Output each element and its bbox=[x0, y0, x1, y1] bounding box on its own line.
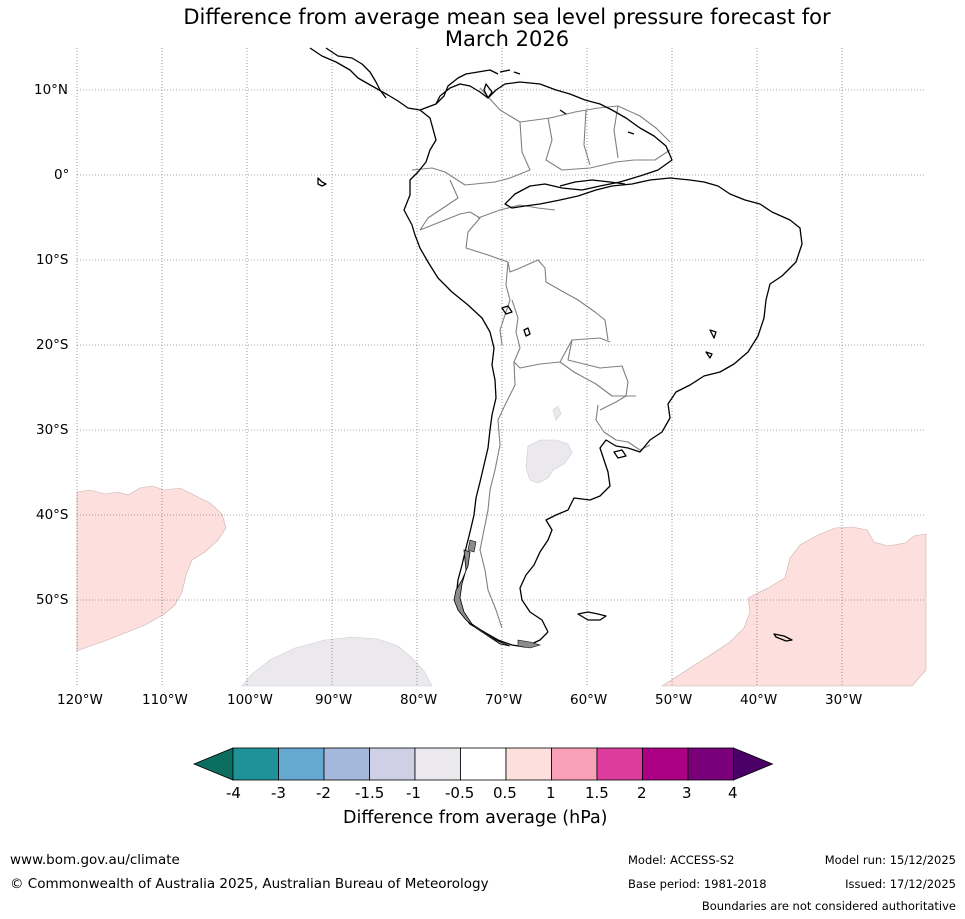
rio-de-la-plata-lagoon bbox=[613, 449, 627, 459]
colorbar-segment bbox=[596, 747, 643, 781]
lat-label-10s: 10°S bbox=[36, 252, 69, 268]
lat-label-20s: 20°S bbox=[36, 337, 69, 353]
lat-label-30s: 30°S bbox=[36, 422, 69, 438]
lon-label-80w: 80°W bbox=[400, 692, 438, 708]
colorbar-tick-label: 3 bbox=[682, 784, 692, 802]
lon-label-70w: 70°W bbox=[485, 692, 523, 708]
anomaly-shading bbox=[76, 405, 927, 687]
colorbar-segment bbox=[323, 747, 370, 781]
caribbean-central-america-coast bbox=[325, 47, 387, 99]
colorbar-segment bbox=[505, 747, 552, 781]
coastlines bbox=[309, 47, 803, 648]
positive-anomaly-region-southeast-pacific bbox=[76, 485, 227, 652]
lat-label-50s: 50°S bbox=[36, 592, 69, 608]
map-title-line-1: Difference from average mean sea level p… bbox=[183, 5, 831, 29]
website-link[interactable]: www.bom.gov.au/climate bbox=[10, 852, 180, 868]
south-america-coastline bbox=[403, 81, 803, 648]
colorbar-tick-label: -0.5 bbox=[445, 784, 475, 802]
boundaries-disclaimer: Boundaries are not considered authoritat… bbox=[701, 899, 956, 913]
colorbar-segment bbox=[369, 747, 416, 781]
colorbar-tick-label: 4 bbox=[728, 784, 738, 802]
negative-anomaly-region-southern-pacific bbox=[241, 636, 433, 687]
lat-label-0: 0° bbox=[54, 167, 70, 183]
colorbar-tick-label: 2 bbox=[637, 784, 647, 802]
base-period-info: Base period: 1981-2018 bbox=[628, 877, 767, 891]
colorbar-segment bbox=[687, 747, 734, 781]
country-borders bbox=[411, 87, 671, 629]
model-info: Model: ACCESS-S2 bbox=[628, 853, 735, 867]
lon-label-100w: 100°W bbox=[227, 692, 273, 708]
lon-label-30w: 30°W bbox=[825, 692, 863, 708]
lon-label-90w: 90°W bbox=[315, 692, 353, 708]
lake-titicaca bbox=[501, 305, 513, 315]
chilean-archipelago bbox=[453, 539, 542, 649]
lake-maracaibo bbox=[483, 83, 493, 99]
model-run-info: Model run: 15/12/2025 bbox=[824, 853, 956, 867]
lon-label-120w: 120°W bbox=[57, 692, 103, 708]
caribbean-islands bbox=[499, 69, 635, 135]
lon-label-40w: 40°W bbox=[740, 692, 778, 708]
central-america-coast bbox=[309, 47, 499, 111]
copyright-text: © Commonwealth of Australia 2025, Austra… bbox=[10, 876, 489, 892]
lat-label-40s: 40°S bbox=[36, 507, 69, 523]
lat-label-10n: 10°N bbox=[34, 82, 69, 98]
bolivia-lake bbox=[523, 327, 531, 337]
colorbar-tick-label: -3 bbox=[271, 784, 286, 802]
colorbar bbox=[192, 747, 774, 781]
amazon-mouth bbox=[559, 179, 626, 187]
brazil-interior-lakes bbox=[705, 329, 717, 359]
lon-label-50w: 50°W bbox=[655, 692, 693, 708]
colorbar-segment bbox=[642, 747, 689, 781]
graticule bbox=[76, 48, 926, 686]
colorbar-tick-label: -4 bbox=[226, 784, 241, 802]
colorbar-tick-label: -2 bbox=[316, 784, 331, 802]
colorbar-label: Difference from average (hPa) bbox=[343, 808, 608, 828]
colorbar-segment bbox=[460, 747, 507, 781]
colorbar-tick-label: -1.5 bbox=[355, 784, 385, 802]
falkland-islands bbox=[577, 611, 607, 621]
colorbar-segment bbox=[232, 747, 279, 781]
lon-label-110w: 110°W bbox=[142, 692, 188, 708]
colorbar-tick-label: 1.5 bbox=[585, 784, 609, 802]
colorbar-segment bbox=[278, 747, 325, 781]
colorbar-tick-label: 0.5 bbox=[493, 784, 517, 802]
negative-anomaly-region-argentina bbox=[525, 439, 573, 484]
lon-label-60w: 60°W bbox=[570, 692, 608, 708]
map-title-line-2: March 2026 bbox=[444, 27, 570, 51]
issued-date: Issued: 17/12/2025 bbox=[845, 877, 956, 891]
colorbar-segment bbox=[551, 747, 598, 781]
colorbar-segment bbox=[414, 747, 461, 781]
negative-anomaly-patch-small bbox=[552, 405, 562, 421]
galapagos-islands bbox=[317, 177, 327, 187]
colorbar-extend-above bbox=[733, 747, 774, 781]
colorbar-extend-below bbox=[192, 747, 234, 781]
colorbar-tick-label: -1 bbox=[406, 784, 421, 802]
positive-anomaly-region-southwest-atlantic bbox=[660, 526, 927, 687]
colorbar-tick-label: 1 bbox=[546, 784, 556, 802]
south-georgia bbox=[773, 633, 793, 642]
